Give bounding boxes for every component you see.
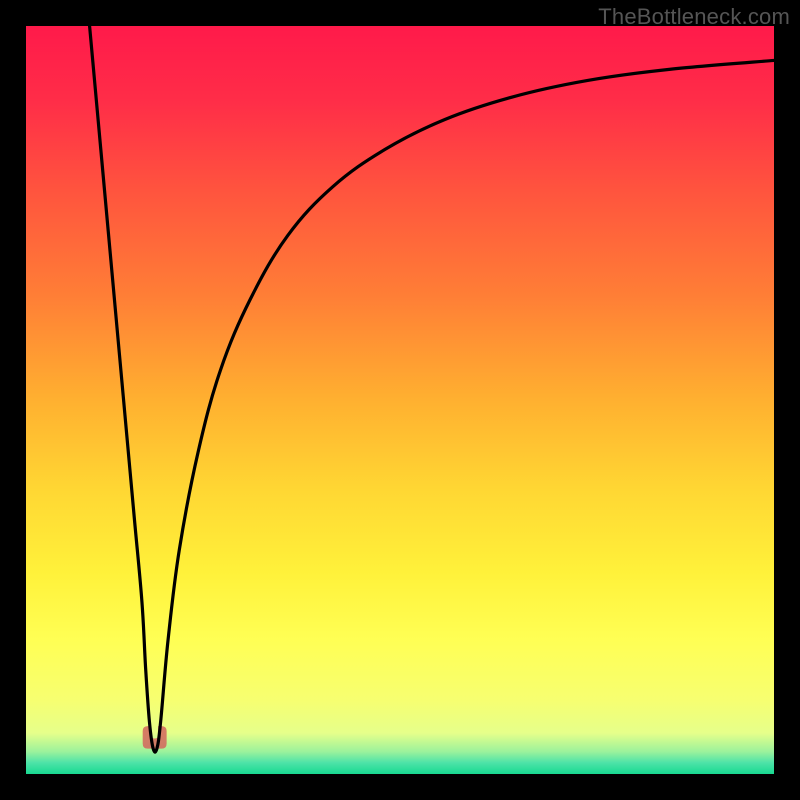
watermark-text: TheBottleneck.com: [598, 4, 790, 30]
chart-container: TheBottleneck.com: [0, 0, 800, 800]
bottleneck-chart: [0, 0, 800, 800]
gradient-background: [26, 26, 774, 774]
